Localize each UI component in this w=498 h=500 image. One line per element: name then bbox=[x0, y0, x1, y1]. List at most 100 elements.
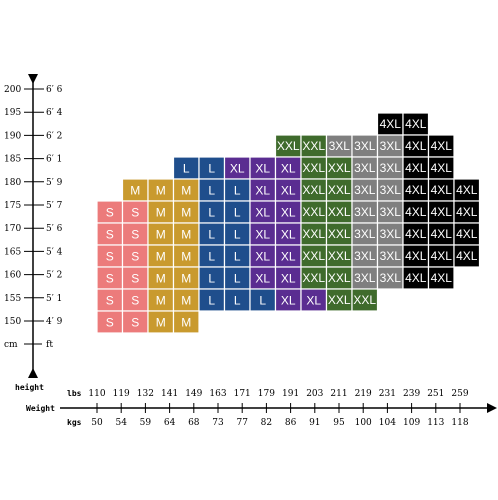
size-cell-label: XL bbox=[255, 272, 270, 286]
size-cell: 3XL bbox=[351, 156, 379, 180]
size-cell-label: M bbox=[156, 250, 166, 264]
size-cell: M bbox=[172, 266, 200, 290]
weight-tick-kgs: 68 bbox=[188, 418, 200, 428]
size-cell-label: S bbox=[131, 228, 139, 242]
height-axis-bottom-arrow bbox=[28, 368, 38, 378]
size-cell: 4XL bbox=[453, 178, 481, 202]
weight-tick-lbs: 259 bbox=[451, 389, 468, 399]
size-cell: S bbox=[96, 310, 124, 334]
size-cell: L bbox=[223, 222, 251, 246]
size-cell: XXL bbox=[274, 134, 302, 158]
height-tick-cm: 195 bbox=[4, 108, 21, 118]
weight-tick-kgs: 95 bbox=[333, 418, 345, 428]
size-cell: 4XL bbox=[427, 134, 455, 158]
size-cell-label: 3XL bbox=[354, 205, 376, 219]
size-cell: S bbox=[96, 200, 124, 224]
size-cell-label: XXL bbox=[302, 183, 325, 197]
size-cell-label: L bbox=[234, 228, 241, 242]
size-cell: XXL bbox=[300, 156, 328, 180]
size-cell: XL bbox=[274, 288, 302, 312]
weight-unit-lbs: lbs bbox=[67, 389, 82, 398]
size-cell: 3XL bbox=[376, 266, 404, 290]
size-cell: M bbox=[147, 222, 175, 246]
size-cell: 4XL bbox=[402, 134, 430, 158]
weight-tick-kgs: 59 bbox=[140, 418, 152, 428]
size-cell-label: M bbox=[181, 316, 191, 330]
size-cell-label: XXL bbox=[328, 249, 351, 263]
height-tick-ft: 6′ 4 bbox=[46, 108, 63, 118]
weight-tick-lbs: 171 bbox=[234, 389, 251, 399]
weight-axis: Weight lbs kgs 110 50 119 54 132 59 141 64 149 68… bbox=[26, 389, 497, 428]
size-cell-label: XXL bbox=[302, 249, 325, 263]
size-cell: XXL bbox=[300, 222, 328, 246]
size-cell-label: XXL bbox=[328, 271, 351, 285]
size-cell-label: 4XL bbox=[431, 271, 453, 285]
size-cell-label: L bbox=[183, 162, 190, 176]
height-tick-cm: 170 bbox=[4, 224, 21, 234]
weight-tick-kgs: 104 bbox=[379, 418, 396, 428]
size-cell-label: 4XL bbox=[405, 161, 427, 175]
size-cell-label: M bbox=[130, 184, 140, 198]
weight-axis-arrow bbox=[487, 403, 497, 413]
size-cell-label: 3XL bbox=[380, 183, 402, 197]
height-tick-cm: 180 bbox=[4, 178, 21, 188]
size-cell-label: 4XL bbox=[431, 183, 453, 197]
size-cell-label: 4XL bbox=[456, 205, 478, 219]
size-cell: 4XL bbox=[453, 200, 481, 224]
size-cell: S bbox=[121, 266, 149, 290]
height-tick-cm: 160 bbox=[4, 271, 21, 281]
weight-tick-lbs: 110 bbox=[88, 389, 105, 399]
weight-tick-lbs: 119 bbox=[113, 389, 130, 399]
size-cell-label: S bbox=[106, 272, 114, 286]
size-cell: 4XL bbox=[453, 244, 481, 268]
size-cell-label: M bbox=[181, 272, 191, 286]
size-cell-label: 4XL bbox=[405, 117, 427, 131]
size-cell: S bbox=[121, 310, 149, 334]
size-cell: 4XL bbox=[402, 178, 430, 202]
size-cell-label: 3XL bbox=[380, 227, 402, 241]
size-cell-label: 3XL bbox=[380, 205, 402, 219]
size-cell-label: L bbox=[234, 184, 241, 198]
size-cell: 4XL bbox=[402, 222, 430, 246]
size-cell: M bbox=[147, 200, 175, 224]
size-cell-label: M bbox=[181, 206, 191, 220]
weight-tick-lbs: 203 bbox=[306, 389, 323, 399]
weight-tick-kgs: 109 bbox=[403, 418, 420, 428]
height-tick-cm: 175 bbox=[4, 201, 21, 211]
size-cell: S bbox=[121, 200, 149, 224]
size-cell-label: 3XL bbox=[380, 139, 402, 153]
weight-tick-kgs: 77 bbox=[236, 418, 248, 428]
height-tick-ft: 5′ 1 bbox=[46, 294, 62, 304]
size-cell-label: S bbox=[131, 206, 139, 220]
size-cell: M bbox=[147, 266, 175, 290]
weight-tick-lbs: 191 bbox=[282, 389, 299, 399]
weight-tick-lbs: 219 bbox=[355, 389, 372, 399]
height-tick-ft: 5′ 9 bbox=[46, 178, 63, 188]
weight-tick-kgs: 118 bbox=[451, 418, 468, 428]
size-cell-label: L bbox=[234, 294, 241, 308]
size-cell-label: L bbox=[234, 272, 241, 286]
size-cell: L bbox=[198, 178, 226, 202]
size-cell-label: 3XL bbox=[354, 271, 376, 285]
size-cell-label: XL bbox=[255, 250, 270, 264]
weight-tick-kgs: 64 bbox=[164, 418, 176, 428]
size-cell-label: 4XL bbox=[431, 249, 453, 263]
size-cell-label: XL bbox=[281, 206, 296, 220]
size-cell: 3XL bbox=[376, 178, 404, 202]
size-cell: L bbox=[223, 244, 251, 268]
size-cell: 4XL bbox=[427, 200, 455, 224]
weight-tick-kgs: 54 bbox=[115, 418, 127, 428]
size-cell: S bbox=[121, 288, 149, 312]
size-cell: S bbox=[121, 244, 149, 268]
size-cell: M bbox=[172, 178, 200, 202]
size-cell-label: XL bbox=[255, 162, 270, 176]
size-cell-label: L bbox=[208, 228, 215, 242]
size-cell-label: 3XL bbox=[354, 227, 376, 241]
size-cell-label: L bbox=[234, 250, 241, 264]
size-cell-label: 3XL bbox=[329, 139, 351, 153]
size-cell: 3XL bbox=[376, 134, 404, 158]
size-cell-label: XL bbox=[281, 250, 296, 264]
size-cell-label: XXL bbox=[353, 293, 376, 307]
